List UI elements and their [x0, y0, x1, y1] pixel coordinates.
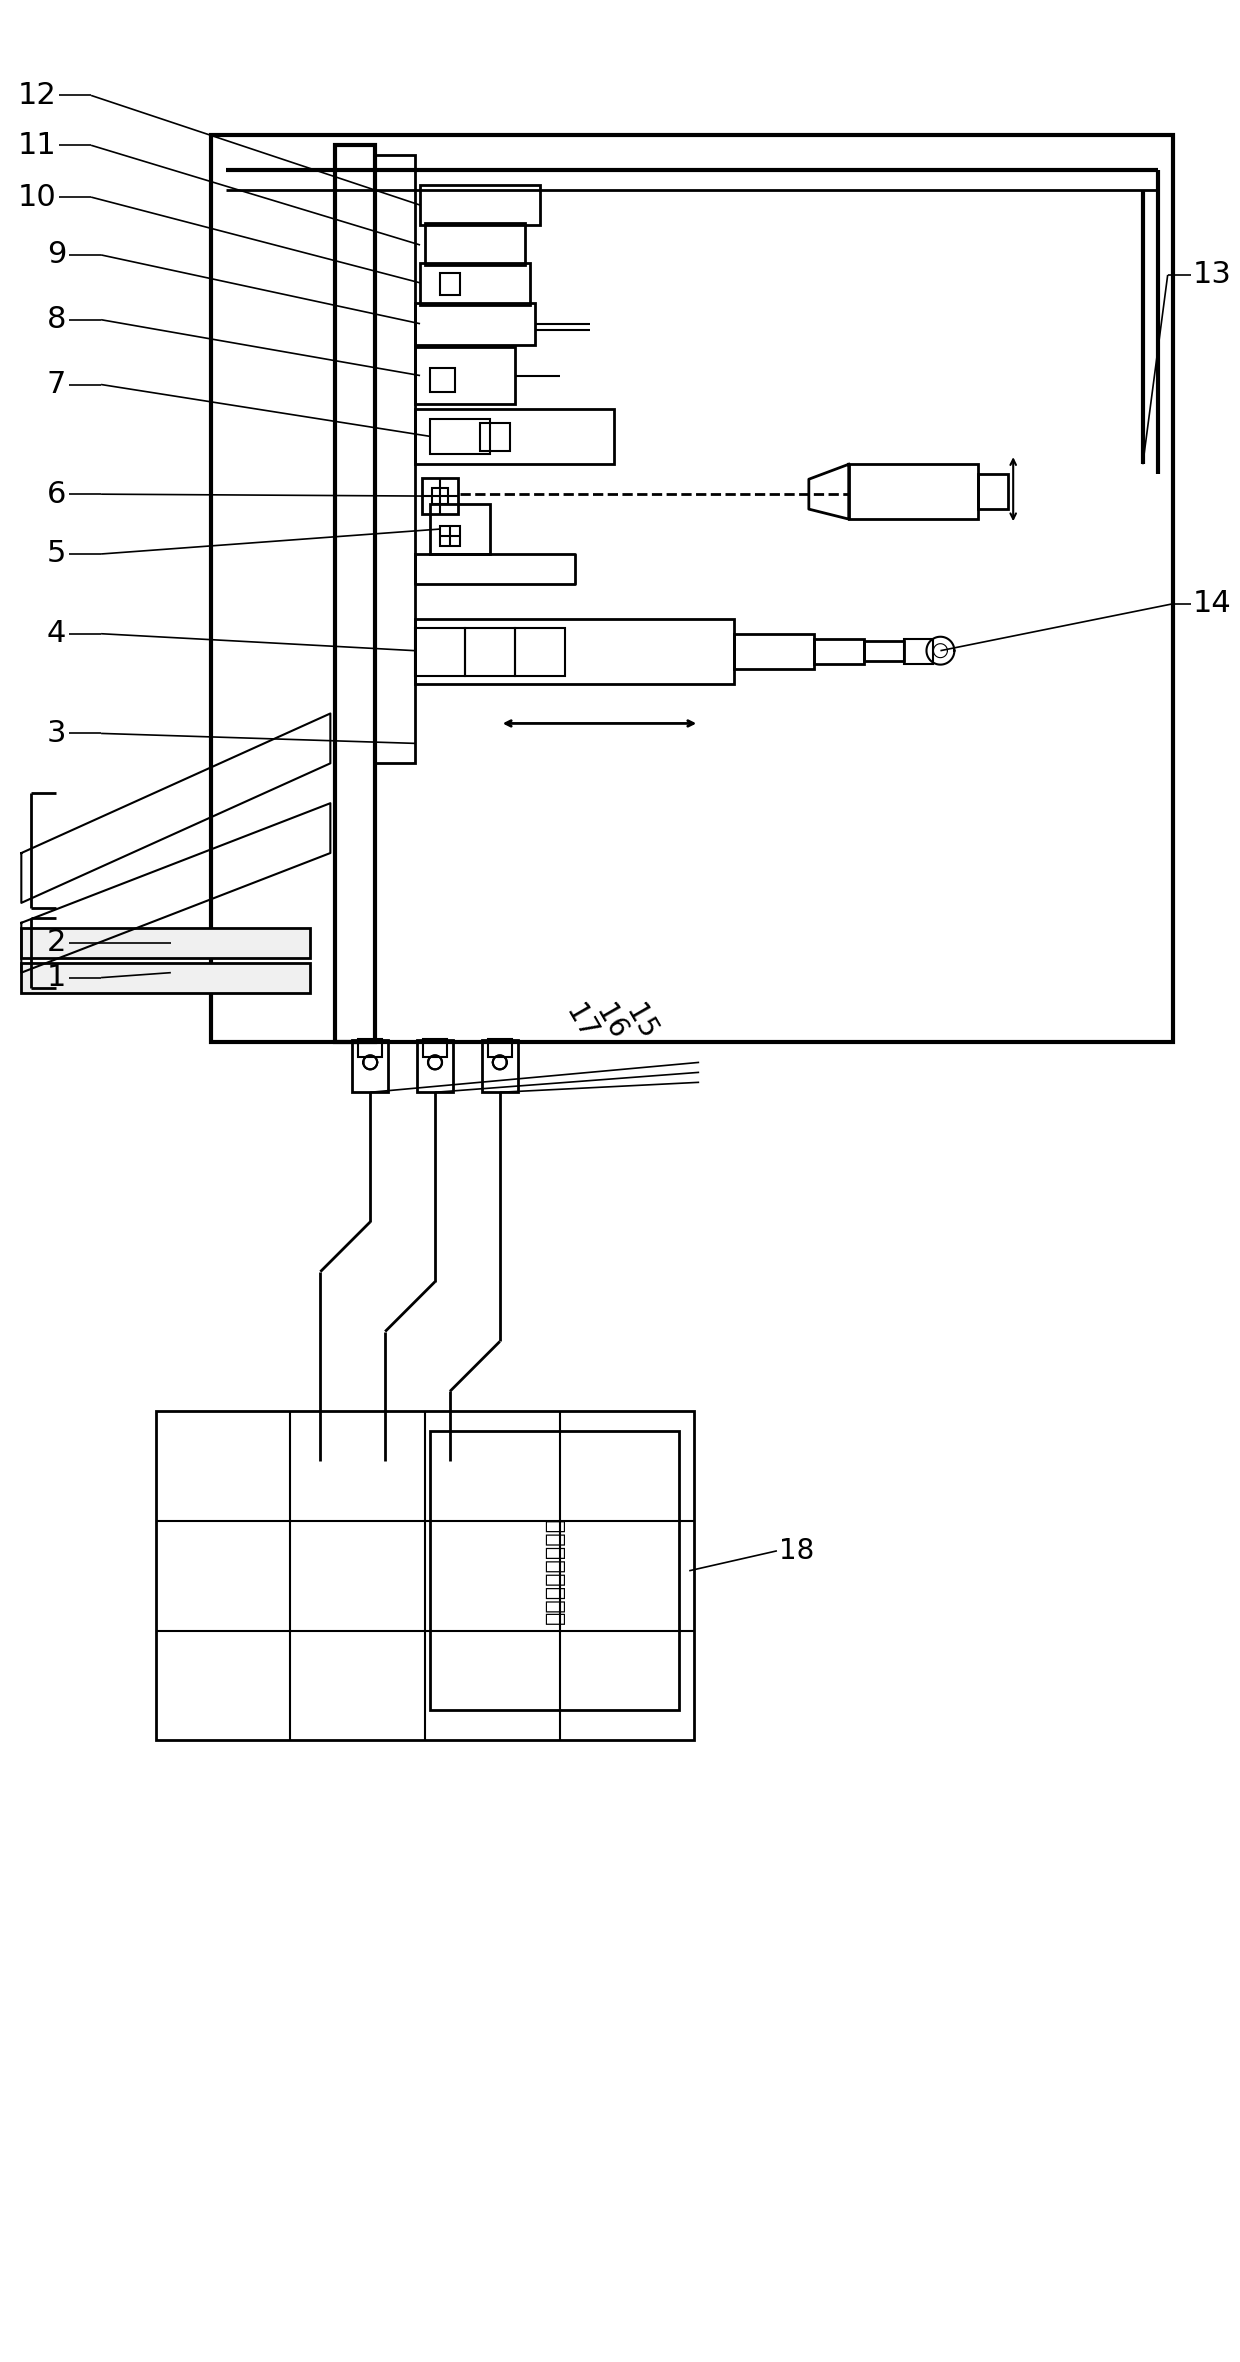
Bar [415, 347, 515, 404]
Bar [425, 222, 525, 265]
Text: 18: 18 [779, 1538, 815, 1566]
Text: 8: 8 [47, 305, 66, 333]
Bar [21, 964, 310, 992]
Text: 9: 9 [47, 241, 66, 269]
Bar [465, 628, 515, 676]
Text: 11: 11 [17, 130, 56, 161]
Text: 5: 5 [47, 539, 66, 569]
Bar [422, 477, 458, 515]
Bar [848, 465, 978, 520]
Bar [430, 420, 490, 454]
Text: 13: 13 [1193, 260, 1231, 291]
Bar [358, 1039, 382, 1058]
Text: 17: 17 [559, 999, 601, 1044]
Text: 4: 4 [47, 619, 66, 647]
Text: 1: 1 [47, 964, 66, 992]
Text: 12: 12 [17, 80, 56, 111]
Text: 10: 10 [17, 182, 56, 213]
Bar [734, 633, 813, 668]
Text: 15: 15 [620, 999, 661, 1044]
Bar [487, 1039, 512, 1058]
Bar [440, 527, 460, 546]
Bar [978, 475, 1008, 510]
Bar [156, 1410, 694, 1741]
Bar [430, 503, 490, 555]
Text: 14: 14 [1193, 590, 1231, 619]
Bar [813, 638, 864, 664]
Bar [420, 262, 529, 305]
Bar [440, 274, 460, 295]
Bar [335, 146, 376, 1042]
Bar [423, 1039, 446, 1058]
Bar [515, 628, 564, 676]
Text: 7: 7 [47, 371, 66, 399]
Bar [482, 1039, 518, 1091]
Bar [864, 640, 904, 661]
Bar [430, 368, 455, 392]
Text: 3: 3 [47, 718, 66, 749]
Bar [417, 1039, 453, 1091]
Bar [415, 409, 615, 465]
Bar [352, 1039, 388, 1091]
Bar [376, 156, 415, 763]
Bar [415, 302, 534, 345]
Bar [211, 135, 1173, 1042]
Bar [480, 423, 510, 451]
Bar [420, 184, 539, 224]
Text: 2: 2 [47, 928, 66, 957]
Text: 16: 16 [589, 999, 631, 1044]
Bar [21, 928, 310, 957]
Bar [430, 1431, 680, 1710]
Bar [432, 489, 448, 503]
Bar [415, 628, 465, 676]
Bar [904, 638, 934, 664]
Text: 数据采集控制系统: 数据采集控制系统 [544, 1516, 564, 1625]
Text: 6: 6 [47, 479, 66, 508]
Bar [415, 619, 734, 683]
